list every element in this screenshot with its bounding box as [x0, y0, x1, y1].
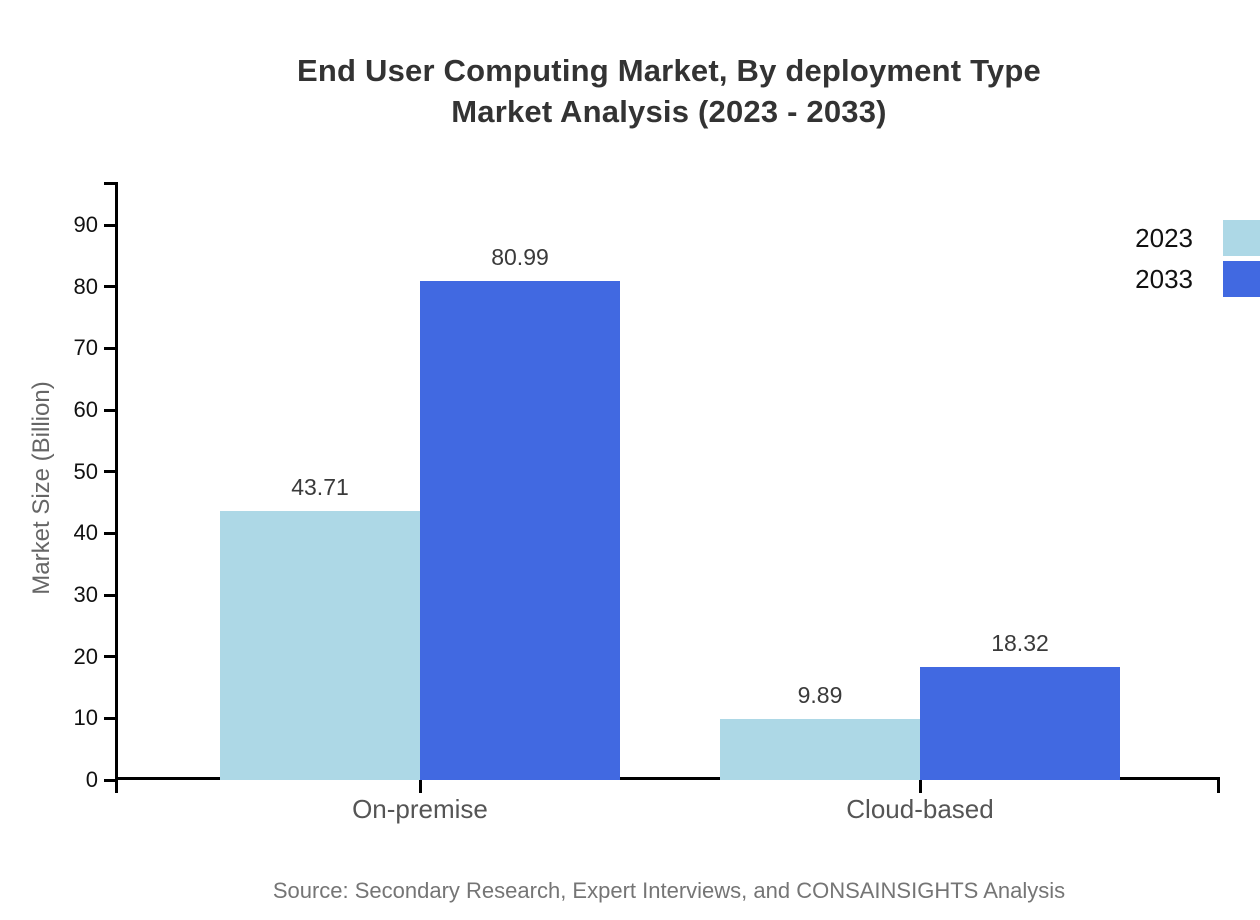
y-axis-tick	[104, 531, 118, 535]
y-axis-tick-label: 40	[73, 520, 98, 546]
y-axis-tick	[104, 408, 118, 412]
bar-on-premise-2033	[420, 280, 620, 780]
y-axis-tick	[104, 346, 118, 350]
y-axis-tick-label: 90	[73, 212, 98, 238]
y-axis-tick-label: 60	[73, 397, 98, 423]
value-label-on-premise-2033: 80.99	[491, 243, 549, 270]
y-axis-tick-label: 0	[85, 767, 98, 792]
chart-title-line1: End User Computing Market, By deployment…	[297, 53, 1041, 88]
bar-cloud-based-2033	[920, 667, 1120, 780]
y-axis-line	[115, 182, 118, 780]
bar-on-premise-2023	[220, 510, 420, 780]
x-axis-right-cap	[1217, 780, 1220, 793]
x-axis-category-label-on-premise: On-premise	[352, 794, 488, 824]
y-axis-tick-label: 20	[73, 643, 98, 669]
value-label-cloud-based-2033: 18.32	[991, 630, 1049, 657]
chart-title: End User Computing Market, By deployment…	[39, 50, 1260, 132]
y-axis-tick	[104, 655, 118, 659]
value-label-on-premise-2023: 43.71	[291, 473, 349, 500]
y-axis-tick	[104, 223, 118, 227]
x-axis-left-cap	[115, 780, 118, 793]
y-axis-tick	[104, 470, 118, 474]
y-axis-tick	[104, 716, 118, 720]
y-axis-tick-label: 10	[73, 705, 98, 731]
legend-label-2033: 2033	[1135, 264, 1193, 294]
x-axis-category-label-cloud-based: Cloud-based	[846, 794, 994, 824]
legend-swatch-2033	[1223, 261, 1260, 297]
x-axis-tick	[418, 780, 422, 793]
y-axis-top-cap	[104, 182, 118, 185]
y-axis-tick-label: 70	[73, 335, 98, 361]
value-label-cloud-based-2023: 9.89	[797, 682, 843, 709]
y-axis-tick-label: 50	[73, 458, 98, 484]
y-axis-tick-label: 80	[73, 273, 98, 299]
y-axis-tick-label: 30	[73, 582, 98, 608]
x-axis-line	[115, 777, 1220, 780]
source-note: Source: Secondary Research, Expert Inter…	[272, 878, 1066, 903]
x-axis-tick	[918, 780, 922, 793]
chart-title-line2: Market Analysis (2023 - 2033)	[451, 94, 887, 129]
legend-label-2023: 2023	[1135, 223, 1193, 253]
y-axis-tick	[104, 778, 118, 782]
y-axis-tick	[104, 593, 118, 597]
legend-swatch-2023	[1223, 220, 1260, 256]
bar-cloud-based-2023	[720, 719, 920, 780]
y-axis-tick	[104, 285, 118, 289]
